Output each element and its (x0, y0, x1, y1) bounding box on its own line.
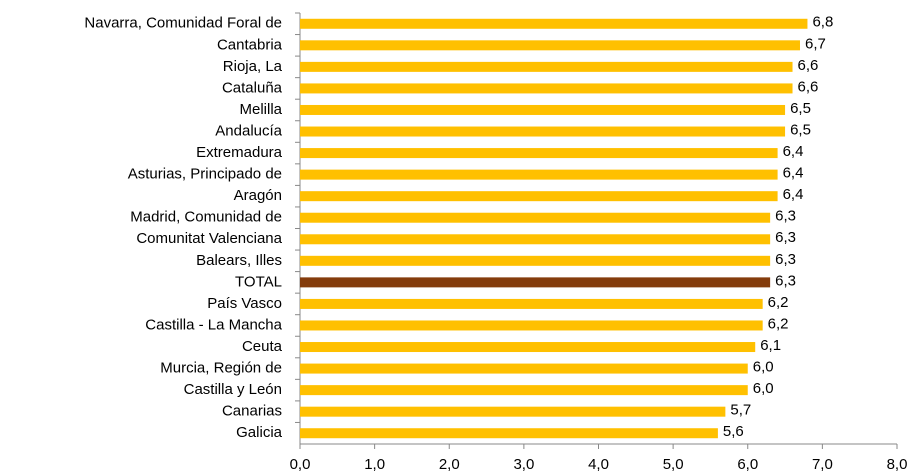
bar (300, 148, 778, 159)
value-label: 5,6 (723, 423, 744, 440)
value-label: 6,3 (775, 208, 796, 225)
y-tick-label: Comunitat Valenciana (136, 230, 282, 247)
value-label: 6,5 (790, 100, 811, 117)
y-tick-label: Ceuta (242, 338, 283, 355)
y-tick-label: Canarias (222, 403, 282, 420)
bar (300, 320, 763, 331)
value-label: 5,7 (730, 402, 751, 419)
y-tick-label: Aragón (234, 187, 282, 204)
y-tick-label: Cataluña (222, 79, 283, 96)
value-label: 6,5 (790, 121, 811, 138)
bar (300, 385, 748, 396)
bar (300, 126, 786, 137)
bar (300, 104, 786, 115)
y-tick-label: Rioja, La (223, 58, 283, 75)
y-tick-label: Cantabria (217, 36, 283, 53)
value-label: 6,0 (753, 359, 774, 376)
value-label: 6,4 (783, 143, 804, 160)
y-tick-label: País Vasco (207, 295, 282, 312)
x-tick-label: 1,0 (364, 456, 385, 473)
value-label: 6,2 (768, 315, 789, 332)
bar (300, 191, 778, 202)
bar (300, 83, 793, 94)
value-label: 6,7 (805, 35, 826, 52)
value-label: 6,3 (775, 251, 796, 268)
value-label: 6,0 (753, 380, 774, 397)
value-label: 6,6 (798, 78, 819, 95)
bar (300, 342, 756, 353)
bar (300, 61, 793, 72)
y-tick-label: Melilla (239, 101, 282, 118)
x-tick-label: 3,0 (513, 456, 534, 473)
bar (300, 234, 771, 245)
y-tick-label: Galicia (236, 424, 283, 441)
x-tick-label: 0,0 (290, 456, 311, 473)
x-tick-label: 7,0 (812, 456, 833, 473)
bar (300, 277, 771, 288)
bar (300, 406, 726, 417)
y-tick-label: Murcia, Región de (160, 360, 282, 377)
y-tick-label: Castilla - La Mancha (145, 316, 282, 333)
x-tick-label: 6,0 (737, 456, 758, 473)
y-tick-label: Castilla y León (184, 381, 282, 398)
y-tick-label: Andalucía (215, 122, 282, 139)
bar (300, 40, 800, 51)
bar (300, 428, 718, 439)
x-tick-label: 8,0 (887, 456, 908, 473)
x-tick-label: 5,0 (663, 456, 684, 473)
bar (300, 212, 771, 223)
value-label: 6,3 (775, 272, 796, 289)
y-tick-label: Navarra, Comunidad Foral de (84, 15, 282, 32)
bar (300, 255, 771, 266)
value-label: 6,4 (783, 165, 804, 182)
bar (300, 363, 748, 374)
y-tick-label: Balears, Illes (196, 252, 282, 269)
x-tick-label: 4,0 (588, 456, 609, 473)
x-tick-label: 2,0 (439, 456, 460, 473)
value-label: 6,1 (760, 337, 781, 354)
y-tick-label: Asturias, Principado de (128, 166, 282, 183)
value-label: 6,3 (775, 229, 796, 246)
y-tick-label: Madrid, Comunidad de (130, 209, 282, 226)
y-tick-label: TOTAL (235, 273, 282, 290)
value-label: 6,8 (812, 14, 833, 31)
bar (300, 169, 778, 180)
y-tick-label: Extremadura (196, 144, 283, 161)
value-label: 6,2 (768, 294, 789, 311)
value-label: 6,6 (798, 57, 819, 74)
bar (300, 298, 763, 309)
bar (300, 18, 808, 29)
value-label: 6,4 (783, 186, 804, 203)
